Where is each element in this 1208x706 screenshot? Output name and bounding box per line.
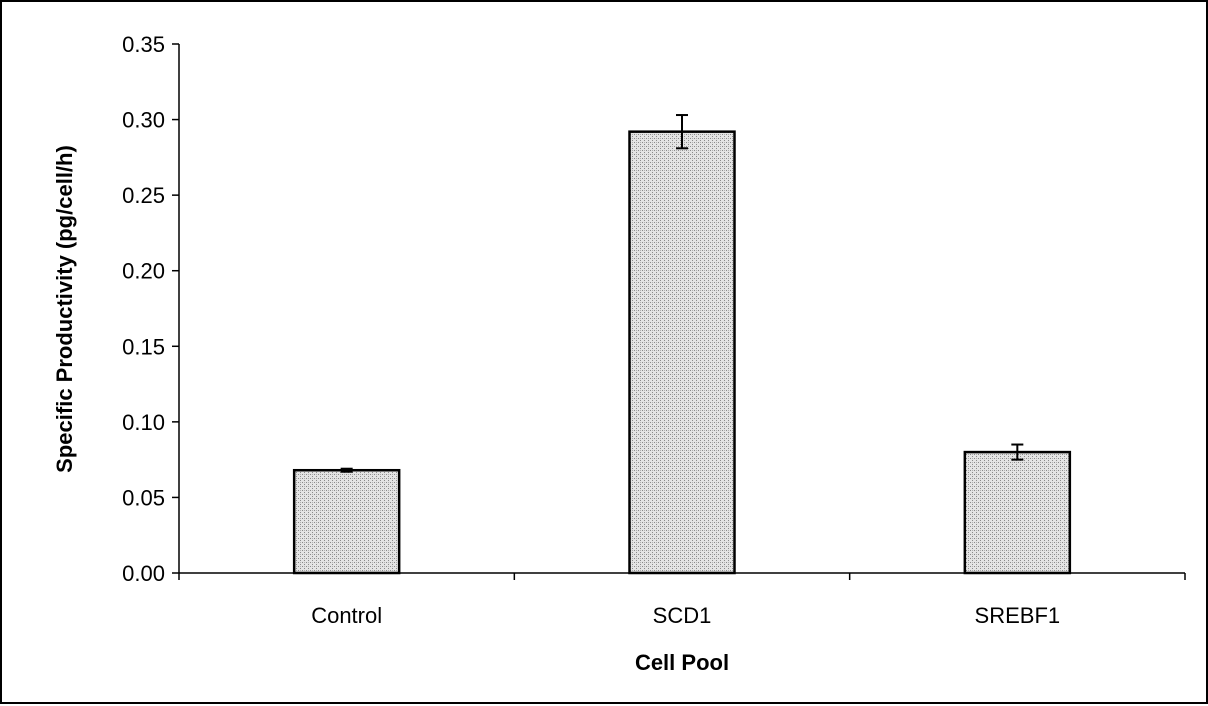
axes-layer (178, 44, 1185, 574)
y-tick-label: 0.05 (122, 485, 165, 510)
y-tick-label: 0.20 (122, 259, 165, 284)
bar-srebf1 (963, 450, 1072, 575)
error-bar-srebf1 (1011, 443, 1024, 461)
y-tick-label: 0.25 (122, 183, 165, 208)
error-bar-control (340, 467, 353, 473)
y-tick-label: 0.30 (122, 108, 165, 133)
y-tick-label: 0.00 (122, 561, 165, 586)
bar-control (292, 468, 401, 575)
x-tick-label: Control (311, 603, 382, 628)
error-bars-layer (340, 114, 1024, 473)
error-bar-scd1 (676, 114, 688, 150)
y-tick-label: 0.35 (122, 32, 165, 57)
y-tick-label: 0.15 (122, 334, 165, 359)
bars-layer (292, 130, 1072, 575)
x-axis-title: Cell Pool (635, 650, 729, 675)
y-axis-title: Specific Productivity (pg/cell/h) (52, 145, 77, 473)
y-tick-label: 0.10 (122, 410, 165, 435)
bar-scd1 (628, 130, 736, 575)
y-ticks: 0.00 0.05 0.10 0.15 0.20 0.25 0.30 0.35 (122, 32, 179, 586)
x-tick-label: SCD1 (653, 603, 712, 628)
x-ticks: Control SCD1 SREBF1 (178, 573, 1186, 628)
x-tick-label: SREBF1 (975, 603, 1061, 628)
